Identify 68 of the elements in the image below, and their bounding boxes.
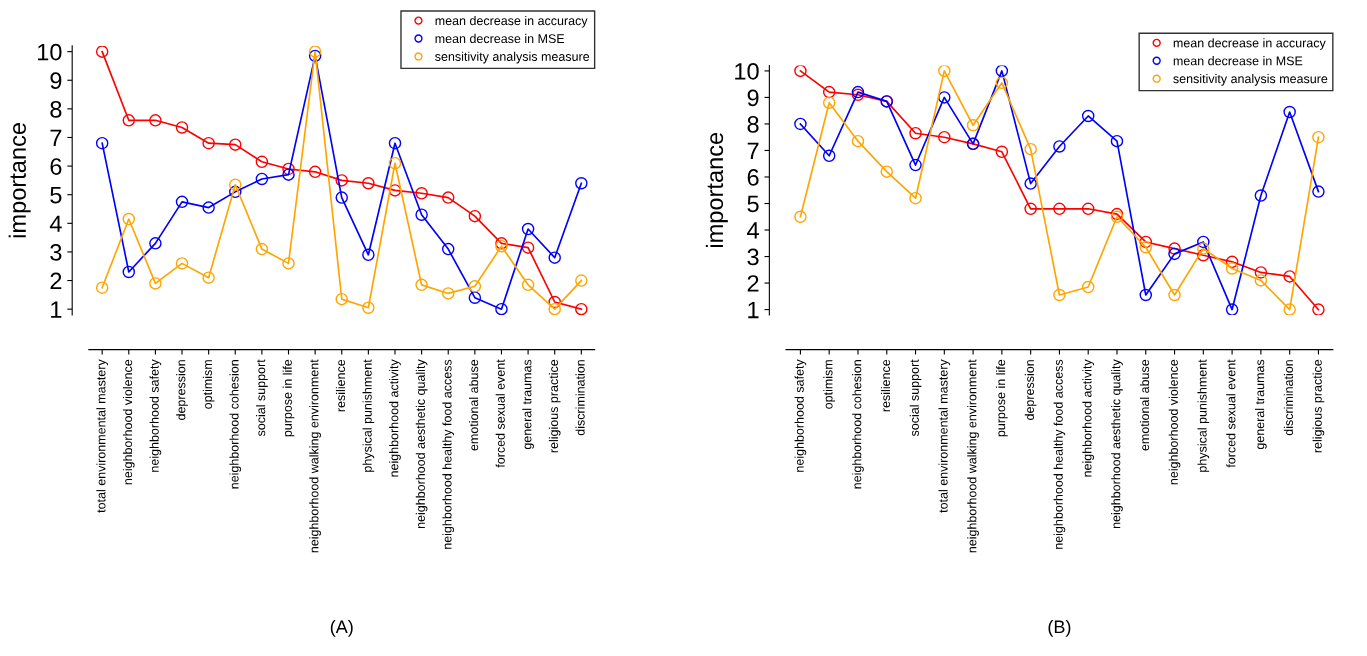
y-tick-label: 7 xyxy=(747,142,759,160)
x-tick-label: emotional abuse xyxy=(469,359,479,451)
x-tick-label: purpose in life xyxy=(282,359,295,437)
x-tick-label: general traumas xyxy=(522,359,534,450)
y-tick-label: 10 xyxy=(38,43,62,61)
x-tick-label: forced sexual event xyxy=(495,359,505,468)
x-tick-label: resilience xyxy=(335,359,346,412)
y-tick-label: 1 xyxy=(748,301,759,319)
text: (B) xyxy=(1048,619,1071,637)
y-tick-label: 10 xyxy=(735,62,759,80)
text: (A) xyxy=(330,619,353,637)
legend-label: mean decrease in MSE xyxy=(1173,56,1303,66)
x-tick-label: neighborhood safety xyxy=(149,359,162,472)
legend-label: sensitivity analysis measure xyxy=(1173,74,1328,86)
x-tick-label: neighborhood safety xyxy=(794,359,807,472)
x-tick-label: neighborhood activity xyxy=(389,359,401,477)
x-tick-label: physical punishment xyxy=(362,359,375,472)
y-axis-title: importance xyxy=(705,132,728,248)
x-tick-label: general traumas xyxy=(1255,359,1267,450)
legend-label: sensitivity analysis measure xyxy=(435,51,590,64)
x-tick-label: religious practice xyxy=(1312,359,1325,453)
x-tick-label: resilience xyxy=(880,359,891,412)
x-tick-label: neighborhood aesthetic quality xyxy=(1111,359,1123,529)
x-tick-label: optimism xyxy=(823,360,836,409)
x-tick-label: neighborhood walking environment xyxy=(309,359,321,553)
y-tick-label: 9 xyxy=(747,89,759,107)
x-tick-label: religious practice xyxy=(548,359,561,453)
x-tick-label: social support xyxy=(909,359,922,437)
y-tick-label: 5 xyxy=(50,187,62,204)
x-tick-label: neighborhood violence xyxy=(1168,359,1181,485)
x-tick-label: neighborhood violence xyxy=(122,359,135,485)
x-tick-label: neighborhood cohesion xyxy=(229,360,242,489)
x-tick-label: physical punishment xyxy=(1197,359,1210,472)
y-tick-label: 2 xyxy=(747,275,759,292)
x-tick-label: discrimination xyxy=(1283,360,1294,436)
x-tick-label: neighborhood walking environment xyxy=(967,359,979,553)
x-tick-label: discrimination xyxy=(575,360,585,436)
y-tick-label: 3 xyxy=(747,248,759,266)
x-tick-label: optimism xyxy=(202,360,215,409)
legend-label: mean decrease in MSE xyxy=(435,33,565,44)
y-tick-label: 4 xyxy=(747,222,759,239)
x-tick-label: forced sexual event xyxy=(1226,359,1236,468)
x-tick-label: total environmental mastery xyxy=(938,359,951,513)
x-tick-label: neighborhood cohesion xyxy=(852,360,864,489)
y-tick-label: 6 xyxy=(50,158,62,175)
y-tick-label: 3 xyxy=(50,244,62,261)
x-tick-label: social support xyxy=(256,359,268,437)
y-tick-label: 7 xyxy=(50,129,62,147)
y-tick-label: 5 xyxy=(747,195,759,213)
x-tick-label: neighborhood activity xyxy=(1082,359,1095,477)
y-tick-label: 6 xyxy=(747,169,759,186)
y-tick-label: 8 xyxy=(50,100,62,118)
y-tick-label: 4 xyxy=(49,215,62,232)
legend-label: mean decrease in accuracy xyxy=(435,15,588,28)
y-tick-label: 1 xyxy=(51,301,62,318)
x-tick-label: total environmental mastery xyxy=(96,359,108,513)
y-tick-label: 2 xyxy=(50,272,62,290)
x-tick-label: neighborhood healthy food access xyxy=(442,359,455,549)
y-axis-title: importance xyxy=(8,123,31,238)
x-tick-label: emotional abuse xyxy=(1139,359,1150,451)
x-tick-label: depression xyxy=(176,360,188,420)
x-tick-label: neighborhood healthy food access xyxy=(1053,359,1066,549)
legend-label: mean decrease in accuracy xyxy=(1173,38,1326,50)
y-tick-label: 9 xyxy=(50,72,62,90)
x-tick-label: depression xyxy=(1024,360,1037,420)
x-tick-label: neighborhood aesthetic quality xyxy=(415,359,428,529)
x-tick-label: purpose in life xyxy=(996,359,1008,437)
y-tick-label: 8 xyxy=(747,116,759,133)
